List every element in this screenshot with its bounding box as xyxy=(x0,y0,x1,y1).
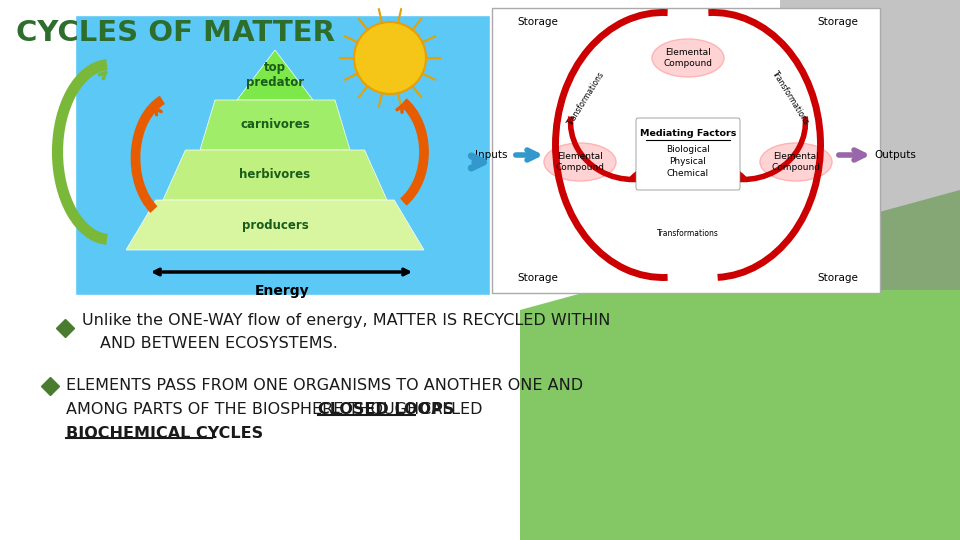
Circle shape xyxy=(354,22,426,94)
Text: Elemental
Compound: Elemental Compound xyxy=(772,152,821,172)
Polygon shape xyxy=(237,50,313,100)
Text: Transformations: Transformations xyxy=(770,69,810,126)
Text: Physical: Physical xyxy=(669,158,707,166)
Text: Storage: Storage xyxy=(818,17,858,27)
Text: AND BETWEEN ECOSYSTEMS.: AND BETWEEN ECOSYSTEMS. xyxy=(100,336,338,352)
Text: CALLED: CALLED xyxy=(415,402,483,417)
Text: Unlike the ONE-WAY flow of energy, MATTER IS RECYCLED WITHIN: Unlike the ONE-WAY flow of energy, MATTE… xyxy=(82,314,611,328)
Ellipse shape xyxy=(544,143,616,181)
Polygon shape xyxy=(520,190,960,540)
Text: Transformations: Transformations xyxy=(565,69,606,126)
Text: Storage: Storage xyxy=(818,273,858,283)
Text: carnivores: carnivores xyxy=(240,118,310,132)
Text: CYCLES OF MATTER: CYCLES OF MATTER xyxy=(16,19,335,47)
Text: Energy: Energy xyxy=(254,284,309,298)
Polygon shape xyxy=(163,150,387,200)
Text: herbivores: herbivores xyxy=(239,168,311,181)
Text: top
predator: top predator xyxy=(246,61,304,89)
Bar xyxy=(492,8,880,293)
Polygon shape xyxy=(126,200,424,250)
Text: Outputs: Outputs xyxy=(874,150,916,160)
Text: CLOSED LOOPS: CLOSED LOOPS xyxy=(318,402,454,417)
Text: ELEMENTS PASS FROM ONE ORGANISMS TO ANOTHER ONE AND: ELEMENTS PASS FROM ONE ORGANISMS TO ANOT… xyxy=(66,379,583,394)
Text: Inputs: Inputs xyxy=(475,150,507,160)
Text: Storage: Storage xyxy=(517,273,559,283)
Text: Storage: Storage xyxy=(517,17,559,27)
Text: Biological: Biological xyxy=(666,145,710,154)
Text: Transformations: Transformations xyxy=(657,228,719,238)
FancyBboxPatch shape xyxy=(636,118,740,190)
Text: producers: producers xyxy=(242,219,308,232)
Polygon shape xyxy=(200,100,350,150)
Ellipse shape xyxy=(652,39,724,77)
Bar xyxy=(75,15,490,295)
Text: BIOCHEMICAL CYCLES: BIOCHEMICAL CYCLES xyxy=(66,426,263,441)
Text: .: . xyxy=(212,426,217,441)
Text: Chemical: Chemical xyxy=(667,170,709,179)
Ellipse shape xyxy=(760,143,832,181)
Text: AMONG PARTS OF THE BIOSPHERE THOUGH: AMONG PARTS OF THE BIOSPHERE THOUGH xyxy=(66,402,424,417)
Polygon shape xyxy=(780,0,960,290)
Text: Mediating Factors: Mediating Factors xyxy=(639,130,736,138)
Text: Elemental
Compound: Elemental Compound xyxy=(663,48,712,68)
Text: Elemental
Compound: Elemental Compound xyxy=(556,152,605,172)
